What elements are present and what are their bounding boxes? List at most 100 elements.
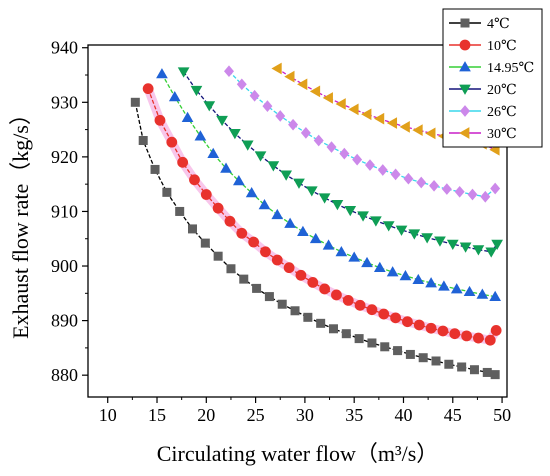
data-point <box>382 221 395 232</box>
x-tick-label: 15 <box>148 405 166 425</box>
series-1 <box>130 97 500 380</box>
data-point <box>331 289 342 301</box>
x-tick-label: 10 <box>99 405 117 425</box>
data-point <box>190 85 203 97</box>
data-point <box>271 208 284 220</box>
data-point <box>361 256 373 268</box>
data-point <box>284 70 295 83</box>
data-point <box>490 182 501 195</box>
data-point <box>254 151 267 162</box>
data-point <box>425 277 437 288</box>
data-point <box>229 129 241 140</box>
series-2 <box>142 83 502 346</box>
data-point <box>207 147 220 158</box>
data-point <box>472 245 485 256</box>
legend-label: 26℃ <box>487 105 517 120</box>
data-point <box>271 254 283 266</box>
data-point <box>326 141 337 153</box>
data-point <box>490 370 500 380</box>
series-5 <box>224 65 501 203</box>
data-point <box>463 285 476 297</box>
data-point <box>305 186 318 197</box>
data-point <box>450 283 463 294</box>
data-point <box>249 89 260 102</box>
y-axis-title: Exhaust flow rate（kg/s） <box>8 103 33 339</box>
series-4 <box>177 67 503 258</box>
data-point <box>300 127 311 139</box>
y-tick-label: 920 <box>51 147 78 167</box>
data-point <box>335 245 348 257</box>
data-point <box>457 362 467 372</box>
data-point <box>339 147 350 160</box>
data-point <box>425 127 436 140</box>
data-point <box>373 261 386 273</box>
data-point <box>150 164 160 174</box>
data-point <box>434 236 446 247</box>
data-point <box>194 130 207 141</box>
x-tick-label: 30 <box>296 405 314 425</box>
data-point <box>239 274 249 284</box>
series-3 <box>156 68 502 301</box>
data-point <box>380 342 390 352</box>
x-axis-title: Circulating water flow（m³/s） <box>157 441 439 466</box>
y-tick-label: 940 <box>51 38 78 58</box>
axes: 10 15 20 25 30 35 40 45 50 880 890 900 910 920 930 940 <box>51 38 511 425</box>
legend-label: 20℃ <box>487 83 517 98</box>
data-point <box>399 121 410 133</box>
data-point <box>441 183 452 195</box>
x-tick-label: 35 <box>345 405 363 425</box>
data-point <box>319 283 331 295</box>
data-point <box>216 115 228 127</box>
legend-label: 10℃ <box>487 39 517 54</box>
data-point <box>322 239 335 250</box>
plot-frame <box>87 44 508 398</box>
data-point <box>354 299 366 311</box>
y-tick-label: 890 <box>51 311 78 331</box>
legend-marker <box>459 61 471 72</box>
data-point <box>482 367 492 377</box>
series-layer <box>130 62 503 380</box>
data-point <box>226 264 236 274</box>
data-point <box>260 246 271 258</box>
data-point <box>181 111 194 122</box>
data-point <box>377 164 388 176</box>
data-point <box>412 273 425 285</box>
legend-item-1: 4℃ <box>449 17 510 32</box>
legend-marker <box>459 127 470 139</box>
data-point <box>348 103 359 116</box>
data-point <box>399 269 412 281</box>
data-point <box>175 206 185 216</box>
data-point <box>280 170 293 181</box>
data-point <box>258 199 271 210</box>
data-point <box>297 225 309 237</box>
data-point <box>224 65 234 78</box>
data-point <box>297 78 308 91</box>
x-tick-label: 20 <box>197 405 215 425</box>
legend-item-6: 30℃ <box>449 127 517 142</box>
data-point <box>378 308 390 320</box>
data-point <box>386 266 399 277</box>
legend-marker <box>460 18 470 28</box>
data-point <box>322 92 333 104</box>
data-point <box>188 224 198 234</box>
data-point <box>485 247 498 258</box>
data-point <box>484 334 496 346</box>
data-point <box>309 85 321 98</box>
data-point <box>241 140 254 151</box>
data-point <box>236 227 248 239</box>
data-point <box>459 242 472 253</box>
data-point <box>449 328 461 340</box>
data-point <box>283 262 295 274</box>
data-point <box>232 175 245 186</box>
data-point <box>366 304 378 316</box>
data-point <box>412 124 423 136</box>
data-point <box>252 283 262 293</box>
data-point <box>277 299 287 309</box>
data-point <box>393 346 403 356</box>
data-point <box>454 185 465 198</box>
data-point <box>213 251 223 261</box>
data-point <box>469 365 479 375</box>
data-point <box>318 193 331 204</box>
data-point <box>142 83 154 95</box>
